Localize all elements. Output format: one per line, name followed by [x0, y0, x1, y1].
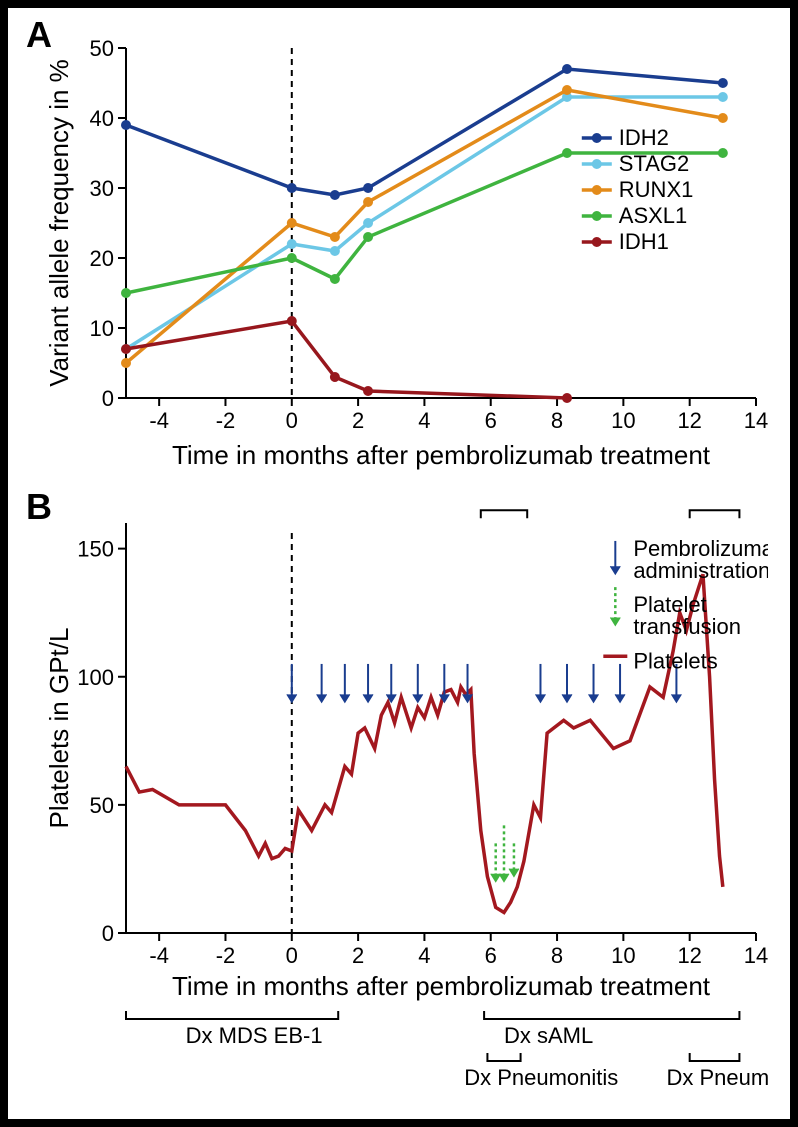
point-IDH2: [330, 190, 340, 200]
legend-RUNX1: RUNX1: [619, 177, 694, 202]
svg-text:30: 30: [90, 176, 114, 201]
point-ASXL1: [287, 253, 297, 263]
series-IDH1: [126, 321, 567, 398]
point-STAG2: [287, 239, 297, 249]
panel-b-chart: 0 50 100 150 -4 -2 0 2 4 6 8 10 12 14 Platelets in GPt…: [38, 503, 768, 1103]
point-RUNX1: [562, 85, 572, 95]
svg-text:Platelets in GPt/L: Platelets in GPt/L: [44, 628, 74, 829]
svg-text:0: 0: [286, 943, 298, 968]
svg-text:20: 20: [90, 246, 114, 271]
point-ASXL1: [121, 288, 131, 298]
svg-text:10: 10: [611, 943, 635, 968]
legend-IDH1: IDH1: [619, 229, 669, 254]
svg-text:2: 2: [352, 943, 364, 968]
diagnosis-label: Dx Pneumonitis: [464, 1065, 618, 1090]
svg-text:0: 0: [102, 921, 114, 946]
point-IDH1: [363, 386, 373, 396]
legend-IDH2: IDH2: [619, 125, 669, 150]
svg-text:14: 14: [744, 943, 768, 968]
svg-text:-4: -4: [149, 408, 169, 433]
point-STAG2: [330, 246, 340, 256]
point-STAG2: [718, 92, 728, 102]
diagnosis-label: Dx MDS EB-1: [186, 1023, 323, 1048]
legend-STAG2: STAG2: [619, 151, 690, 176]
svg-text:100: 100: [77, 665, 114, 690]
svg-text:0: 0: [286, 408, 298, 433]
legend-pembrolizumab-2: administration: [633, 558, 768, 583]
svg-text:150: 150: [77, 537, 114, 562]
point-ASXL1: [330, 274, 340, 284]
svg-text:Time in months after pembroliz: Time in months after pembrolizumab treat…: [172, 440, 711, 470]
svg-text:4: 4: [418, 408, 430, 433]
svg-text:10: 10: [90, 316, 114, 341]
legend-transfusion-2: transfusion: [633, 614, 741, 639]
point-IDH2: [363, 183, 373, 193]
diagnosis-label: Dx Pneumonitis: [666, 1065, 768, 1090]
svg-text:12: 12: [677, 408, 701, 433]
svg-text:2: 2: [352, 408, 364, 433]
svg-text:-2: -2: [216, 943, 236, 968]
svg-text:12: 12: [677, 943, 701, 968]
svg-text:6: 6: [485, 408, 497, 433]
point-IDH1: [562, 393, 572, 403]
svg-text:4: 4: [418, 943, 430, 968]
point-IDH1: [287, 316, 297, 326]
point-IDH2: [121, 120, 131, 130]
svg-text:50: 50: [90, 793, 114, 818]
point-IDH1: [330, 372, 340, 382]
legend-platelets: Platelets: [633, 648, 717, 673]
point-RUNX1: [363, 197, 373, 207]
svg-text:6: 6: [485, 943, 497, 968]
point-IDH2: [287, 183, 297, 193]
point-ASXL1: [562, 148, 572, 158]
svg-text:-2: -2: [216, 408, 236, 433]
point-STAG2: [363, 218, 373, 228]
svg-text:10: 10: [611, 408, 635, 433]
point-RUNX1: [121, 358, 131, 368]
panel-a-chart: 0 10 20 30 40 50 -4 -2 0 2 4 6 8 10 12 14 Variant allele…: [38, 28, 768, 478]
svg-text:40: 40: [90, 106, 114, 131]
svg-text:14: 14: [744, 408, 768, 433]
diagnosis-label: Dx sAML: [504, 1023, 593, 1048]
point-RUNX1: [718, 113, 728, 123]
svg-text:8: 8: [551, 408, 563, 433]
figure-frame: A 01020304050-4-202468101214Variant alle…: [0, 0, 798, 1127]
legend-ASXL1: ASXL1: [619, 203, 688, 228]
point-ASXL1: [363, 232, 373, 242]
svg-text:-4: -4: [149, 943, 169, 968]
point-ASXL1: [718, 148, 728, 158]
svg-text:0: 0: [102, 386, 114, 411]
svg-text:8: 8: [551, 943, 563, 968]
point-IDH2: [718, 78, 728, 88]
svg-text:Time in months after pembroliz: Time in months after pembrolizumab treat…: [172, 971, 711, 1001]
point-IDH1: [121, 344, 131, 354]
point-RUNX1: [330, 232, 340, 242]
point-RUNX1: [287, 218, 297, 228]
svg-text:50: 50: [90, 36, 114, 61]
svg-text:Variant allele frequency in %: Variant allele frequency in %: [44, 59, 74, 387]
point-IDH2: [562, 64, 572, 74]
